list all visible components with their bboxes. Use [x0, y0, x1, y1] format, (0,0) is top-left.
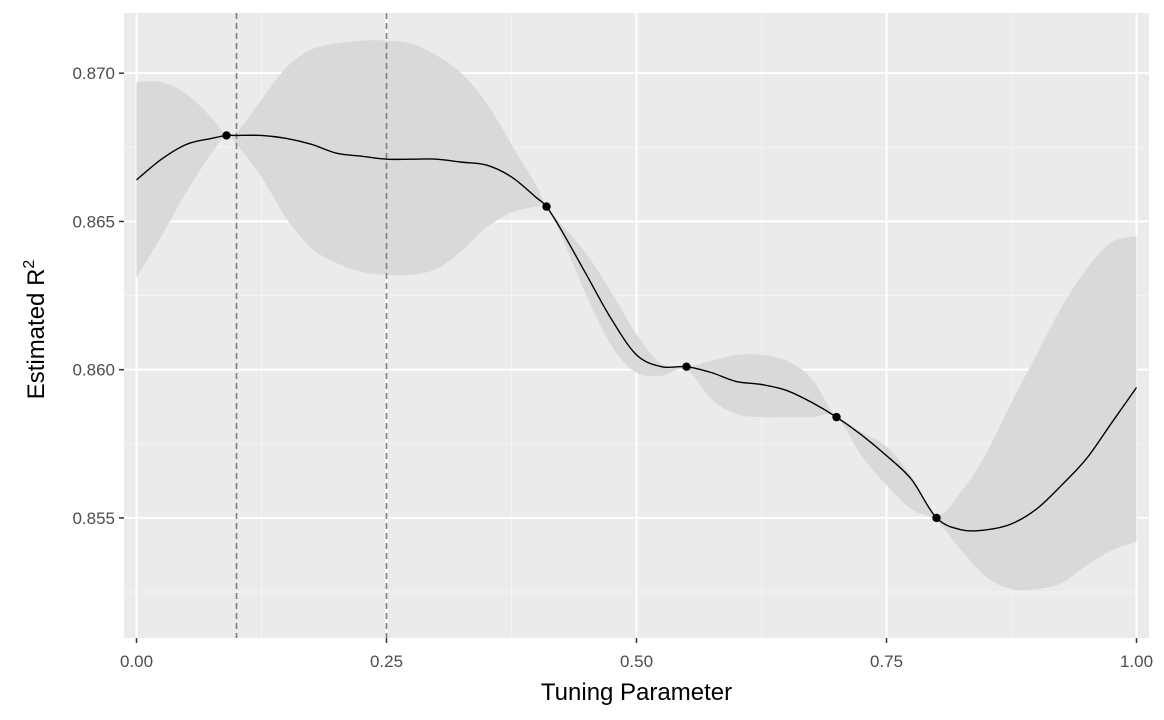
y-axis-title-main: Estimated R [23, 269, 50, 400]
y-tick-label: 0.855 [72, 509, 115, 528]
reference-lines [235, 13, 388, 638]
data-point [542, 202, 551, 211]
y-tick-label: 0.870 [72, 64, 115, 83]
data-point [222, 131, 231, 140]
x-tick-label: 0.50 [620, 652, 653, 671]
x-tick-label: 0.75 [870, 652, 903, 671]
data-points [222, 131, 941, 523]
y-axis-title: Estimated R2 [21, 260, 50, 400]
y-axis-title-superscript: 2 [21, 260, 38, 269]
y-tick-label: 0.865 [72, 212, 115, 231]
x-tick-label: 0.00 [120, 652, 153, 671]
data-point [682, 362, 691, 371]
data-point [932, 513, 941, 523]
x-tick-label: 1.00 [1120, 652, 1153, 671]
y-tick-label: 0.860 [72, 361, 115, 380]
x-axis-title: Tuning Parameter [541, 679, 732, 706]
fitted-line [136, 134, 1138, 532]
x-tick-label: 0.25 [370, 652, 403, 671]
fit-line-layer [136, 134, 1138, 532]
data-point [832, 412, 841, 422]
axes: 0.00 0.25 0.50 0.75 1.00 0.855 0.860 0.865 0.870 [72, 64, 1153, 671]
